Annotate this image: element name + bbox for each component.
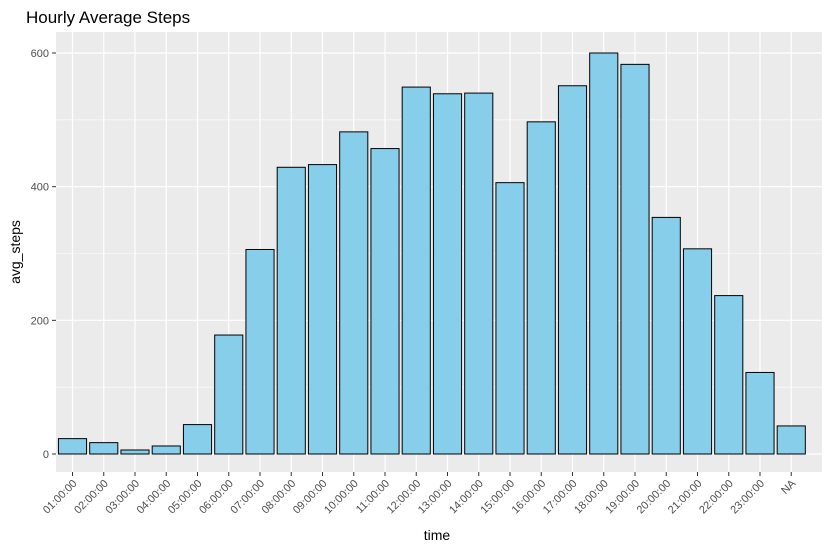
x-tick-label: 10:00:00 (322, 478, 361, 517)
bar-11-00-00 (370, 148, 400, 455)
bars (57, 52, 806, 455)
y-tick-label: 600 (31, 48, 49, 60)
bar-01-00-00 (57, 438, 88, 455)
x-tick-label: NA (779, 477, 799, 497)
x-axis-title: time (424, 527, 451, 543)
bar-08-00-00 (276, 166, 306, 455)
bar-12-00-00 (401, 86, 431, 455)
bar-05-00-00 (182, 424, 213, 455)
bar-07-00-00 (245, 248, 275, 455)
bar-14-00-00 (464, 92, 494, 455)
bar-13-00-00 (432, 93, 463, 455)
bar-23-00-00 (745, 371, 775, 455)
bar-na (776, 425, 806, 455)
bar-16-00-00 (526, 121, 556, 455)
bar-02-00-00 (89, 442, 119, 455)
bar-04-00-00 (151, 445, 181, 455)
y-axis: 0 200 400 600 (31, 48, 56, 461)
bar-09-00-00 (307, 164, 338, 455)
bar-17-00-00 (557, 85, 588, 455)
bar-18-00-00 (589, 52, 619, 455)
bar-22-00-00 (714, 295, 744, 455)
chart-title: Hourly Average Steps (26, 8, 190, 27)
x-tick-label: 23:00:00 (728, 478, 767, 517)
bar-21-00-00 (682, 248, 713, 455)
bar-03-00-00 (120, 449, 150, 455)
y-tick-label: 400 (31, 182, 49, 194)
bar-15-00-00 (495, 182, 525, 455)
y-axis-title: avg_steps (7, 220, 23, 284)
bar-10-00-00 (339, 131, 369, 455)
x-axis: 01:00:0002:00:0003:00:0004:00:0005:00:00… (41, 472, 799, 516)
bar-20-00-00 (651, 216, 681, 455)
bar-19-00-00 (620, 63, 650, 455)
y-tick-label: 0 (43, 449, 49, 461)
y-tick-label: 200 (31, 315, 49, 327)
bar-06-00-00 (214, 334, 244, 455)
